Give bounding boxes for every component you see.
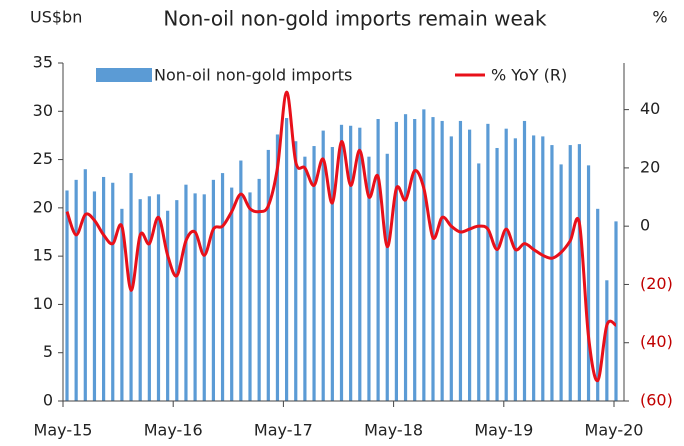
y-tick-label: 10: [33, 294, 53, 313]
y2-tick-label: (60): [640, 391, 673, 410]
bar: [376, 119, 380, 402]
bar: [285, 118, 289, 401]
x-tick-label: May-17: [254, 421, 313, 440]
y-tick-label: 20: [33, 197, 53, 216]
bar: [275, 134, 280, 401]
y2-tick-label: (20): [640, 274, 673, 293]
bar: [550, 145, 554, 401]
bar: [522, 120, 527, 401]
bar: [431, 117, 435, 401]
bar: [202, 194, 206, 401]
bar: [559, 164, 563, 401]
bar: [440, 120, 444, 401]
bar: [422, 109, 426, 402]
y-tick-label: 15: [33, 246, 53, 265]
bar: [92, 191, 97, 401]
bar: [330, 147, 334, 401]
chart-title: Non-oil non-gold imports remain weak: [163, 7, 547, 31]
bar: [532, 135, 536, 401]
y-tick-label: 0: [43, 391, 53, 410]
bar: [138, 199, 142, 401]
x-tick-label: May-18: [364, 421, 423, 440]
y-tick-label: 30: [33, 101, 53, 120]
bar: [513, 138, 517, 401]
bar: [65, 190, 69, 401]
bar: [486, 123, 490, 401]
bar: [394, 121, 398, 401]
bar: [495, 147, 499, 401]
bar: [74, 179, 78, 401]
bar: [504, 128, 508, 401]
bar: [111, 182, 115, 401]
bar: [367, 156, 371, 401]
bar: [211, 179, 215, 401]
bar: [385, 153, 389, 401]
bar: [193, 193, 197, 401]
bar: [102, 176, 106, 401]
bar: [468, 129, 472, 402]
bar: [175, 200, 179, 401]
bar: [184, 184, 188, 401]
bar: [303, 156, 307, 401]
bar: [596, 208, 600, 401]
bar: [413, 119, 417, 402]
x-tick-label: May-19: [474, 421, 533, 440]
x-tick-label: May-16: [144, 421, 203, 440]
y2-tick-label: 0: [640, 216, 650, 235]
bar: [239, 160, 243, 401]
bar: [147, 196, 151, 401]
legend-swatch: [96, 68, 152, 82]
line: [65, 90, 617, 383]
bar: [458, 120, 463, 401]
bar: [358, 127, 362, 402]
bar: [614, 221, 618, 401]
x-tick-label: May-15: [34, 421, 93, 440]
bar: [120, 208, 124, 401]
bar: [312, 146, 316, 401]
bar: [541, 136, 545, 401]
bar: [156, 194, 161, 401]
bar: [339, 124, 344, 401]
bar: [266, 149, 270, 401]
bar: [586, 165, 591, 401]
bar: [257, 178, 261, 401]
bar: [220, 173, 225, 401]
bar: [403, 114, 408, 401]
y-tick-label: 35: [33, 53, 53, 72]
y2-axis-label: %: [652, 8, 667, 27]
bar: [248, 192, 252, 401]
bar: [449, 136, 453, 401]
y-axis-label: US$bn: [30, 8, 82, 27]
x-tick-label: May-20: [585, 421, 644, 440]
bar: [477, 163, 481, 401]
bar: [83, 169, 87, 401]
y-tick-label: 5: [43, 342, 53, 361]
y-tick-label: 25: [33, 149, 53, 168]
y2-tick-label: (40): [640, 332, 673, 351]
bar: [577, 144, 581, 401]
bar: [321, 130, 325, 401]
bar: [230, 187, 234, 401]
legend-label: Non-oil non-gold imports: [154, 66, 352, 85]
bar: [166, 210, 170, 401]
bar: [568, 145, 572, 401]
bar: [605, 280, 609, 401]
legend-label: % YoY (R): [491, 66, 567, 85]
bar: [294, 141, 298, 402]
y2-tick-label: 20: [640, 157, 660, 176]
bar: [349, 125, 353, 402]
y2-tick-label: 40: [640, 99, 660, 118]
